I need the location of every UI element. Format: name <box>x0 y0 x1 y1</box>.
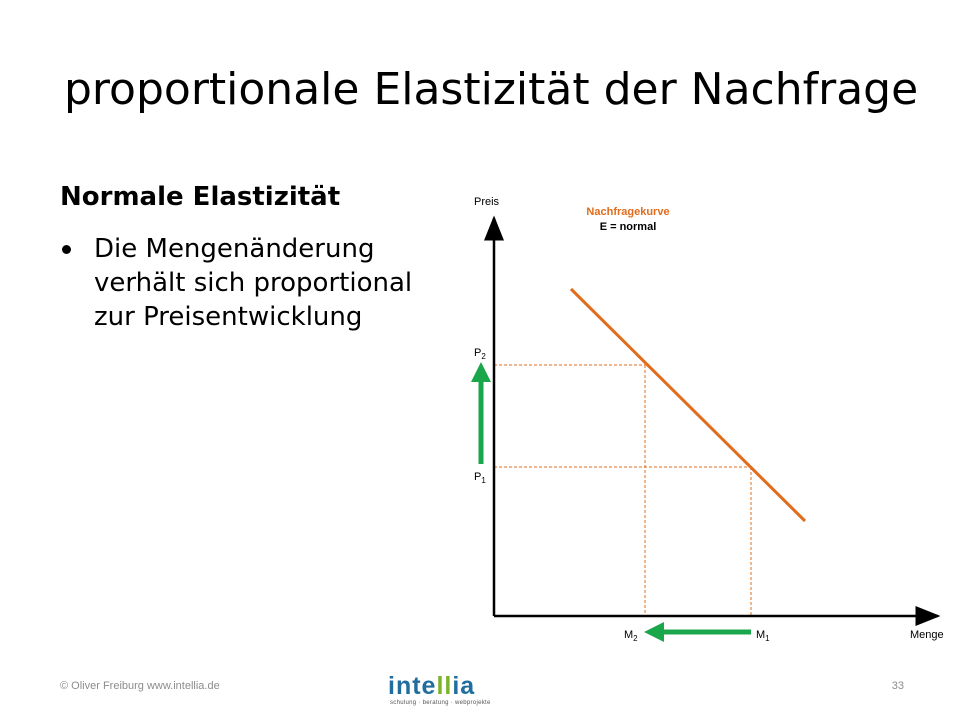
price-increase-arrow <box>471 362 491 464</box>
slide-subtitle: Normale Elastizität <box>60 182 341 212</box>
footer-copyright: © Oliver Freiburg www.intellia.de <box>60 680 220 692</box>
price-label-p1: P1 <box>474 471 486 485</box>
bullet-list: Die Mengenänderung verhält sich proporti… <box>60 232 440 334</box>
price-label-p2: P2 <box>474 347 486 361</box>
page-number: 33 <box>891 680 904 692</box>
quantity-label-m1: M1 <box>756 629 770 643</box>
slide-title: proportionale Elastizität der Nachfrage <box>64 64 919 115</box>
bullet-item: Die Mengenänderung verhält sich proporti… <box>60 232 440 334</box>
x-axis-label: Menge <box>910 629 944 641</box>
curve-title: Nachfragekurve <box>586 206 669 218</box>
intellia-logo: intellia schulung · beratung · webprojek… <box>388 672 491 706</box>
quantity-decrease-arrow <box>644 622 751 642</box>
y-axis-label: Preis <box>474 196 500 208</box>
curve-subtitle: E = normal <box>600 221 657 233</box>
demand-curve <box>569 287 807 523</box>
quantity-label-m2: M2 <box>624 629 638 643</box>
